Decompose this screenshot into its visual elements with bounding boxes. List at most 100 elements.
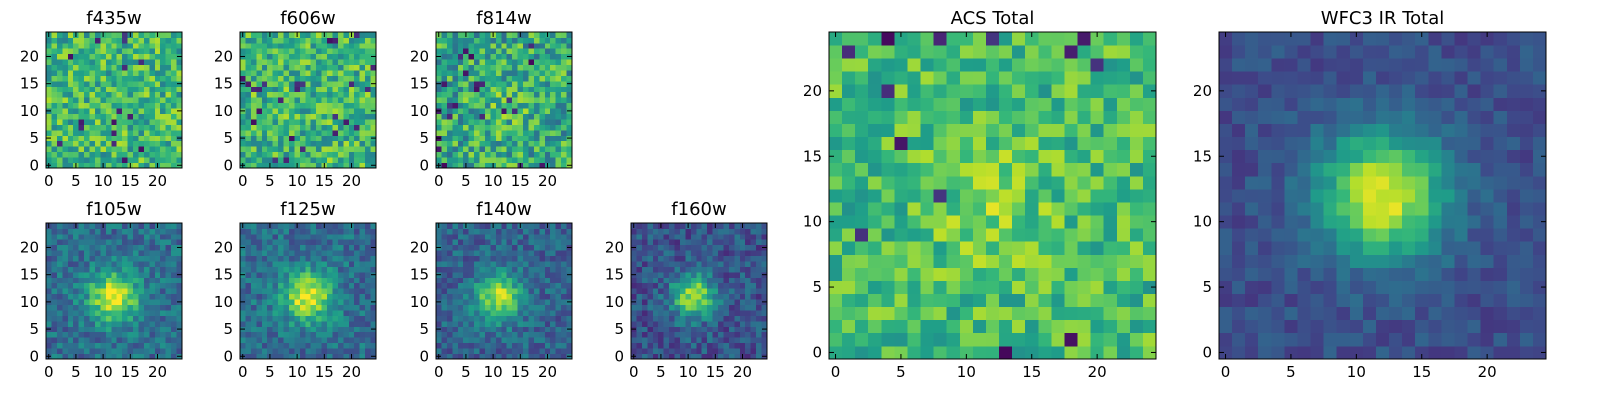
heatmap-cell <box>555 70 562 76</box>
heatmap-cell <box>452 119 459 125</box>
heatmap-cell <box>111 304 118 311</box>
heatmap-cell <box>62 113 69 120</box>
heatmap-cell <box>154 261 161 267</box>
heatmap-cell <box>641 277 648 284</box>
heatmap-cell <box>1051 241 1065 255</box>
heatmap-cell <box>1064 345 1078 360</box>
heatmap-cell <box>506 102 513 109</box>
heatmap-cell <box>674 239 681 246</box>
heatmap-cell <box>674 331 681 338</box>
heatmap-cell <box>457 75 464 82</box>
heatmap-cell <box>165 86 172 93</box>
heatmap-cell <box>278 135 284 142</box>
heatmap-cell <box>566 119 573 125</box>
heatmap-cell <box>436 266 442 273</box>
heatmap-cell <box>550 326 557 333</box>
heatmap-cell <box>468 97 475 104</box>
heatmap-cell <box>436 277 442 284</box>
heatmap-cell <box>160 353 167 360</box>
heatmap-cell <box>89 102 96 109</box>
heatmap-cell <box>539 124 546 131</box>
heatmap-cell <box>647 326 654 333</box>
heatmap-cell <box>506 75 513 82</box>
heatmap-cell <box>561 129 567 136</box>
heatmap-cell <box>267 326 274 333</box>
heatmap-cell <box>523 266 529 273</box>
heatmap-cell <box>278 315 284 322</box>
heatmap-cell <box>647 353 654 360</box>
heatmap-cell <box>105 80 112 87</box>
heatmap-cell <box>946 175 961 190</box>
heatmap-cell <box>674 348 681 354</box>
heatmap-cell <box>446 320 453 327</box>
heatmap-cell <box>523 320 529 327</box>
heatmap-cell <box>89 70 96 76</box>
heatmap-cell <box>468 299 475 305</box>
heatmap-cell <box>474 228 480 235</box>
heatmap-cell <box>176 250 183 257</box>
heatmap-cell <box>1129 345 1144 360</box>
heatmap-cell <box>111 353 118 360</box>
heatmap-cell <box>517 37 524 44</box>
heatmap-cell <box>62 239 69 246</box>
heatmap-cell <box>316 304 322 311</box>
heatmap-cell <box>468 64 475 71</box>
heatmap-cell <box>468 42 475 49</box>
heatmap-cell <box>1103 280 1118 294</box>
heatmap-cell <box>143 266 150 273</box>
heatmap-cell <box>528 239 535 246</box>
heatmap-cell <box>701 342 708 349</box>
heatmap-cell <box>636 337 643 344</box>
heatmap-cell <box>299 288 306 295</box>
heatmap-cell <box>272 310 279 316</box>
heatmap-cell <box>133 162 139 169</box>
heatmap-cell <box>100 86 107 93</box>
heatmap-cell <box>750 277 757 284</box>
heatmap-cell <box>56 342 63 349</box>
heatmap-cell <box>122 151 128 158</box>
heatmap-cell <box>484 86 491 93</box>
heatmap-cell <box>457 337 464 344</box>
heatmap-cell <box>288 86 295 93</box>
heatmap-cell <box>718 288 724 295</box>
heatmap-cell <box>490 310 497 316</box>
heatmap-cell <box>94 288 101 295</box>
heatmap-cell <box>288 48 295 55</box>
heatmap-cell <box>1103 319 1118 334</box>
heatmap-cell <box>463 282 470 289</box>
heatmap-cell <box>105 48 112 55</box>
heatmap-cell <box>484 102 491 109</box>
heatmap-cell <box>111 337 118 344</box>
heatmap-cell <box>463 124 470 131</box>
heatmap-cell <box>718 261 724 267</box>
heatmap-cell <box>539 310 546 316</box>
heatmap-cell <box>105 223 112 229</box>
heatmap-cell <box>316 53 322 60</box>
heatmap-cell <box>441 277 448 284</box>
heatmap-cell <box>143 223 150 229</box>
heatmap-cell <box>256 233 263 240</box>
heatmap-cell <box>696 337 703 344</box>
heatmap-cell <box>294 53 301 60</box>
heatmap-cell <box>316 80 322 87</box>
heatmap-cell <box>111 48 118 55</box>
heatmap-cell <box>67 108 74 114</box>
heatmap-cell <box>739 348 746 354</box>
heatmap-cell <box>321 97 328 104</box>
heatmap-cell <box>165 64 172 71</box>
heatmap-cell <box>457 53 464 60</box>
heatmap-cell <box>160 113 167 120</box>
heatmap-cell <box>105 135 112 142</box>
heatmap-cell <box>267 304 274 311</box>
heatmap-cell <box>111 42 118 49</box>
heatmap-cell <box>907 254 921 268</box>
heatmap-cell <box>1077 228 1091 242</box>
heatmap-cell <box>506 282 513 289</box>
heatmap-cell <box>652 233 659 240</box>
heatmap-cell <box>348 320 355 327</box>
heatmap-cell <box>332 119 339 125</box>
heatmap-cell <box>457 37 464 44</box>
heatmap-cell <box>533 348 540 354</box>
heatmap-cell <box>89 86 96 93</box>
heatmap-cell <box>89 91 96 98</box>
